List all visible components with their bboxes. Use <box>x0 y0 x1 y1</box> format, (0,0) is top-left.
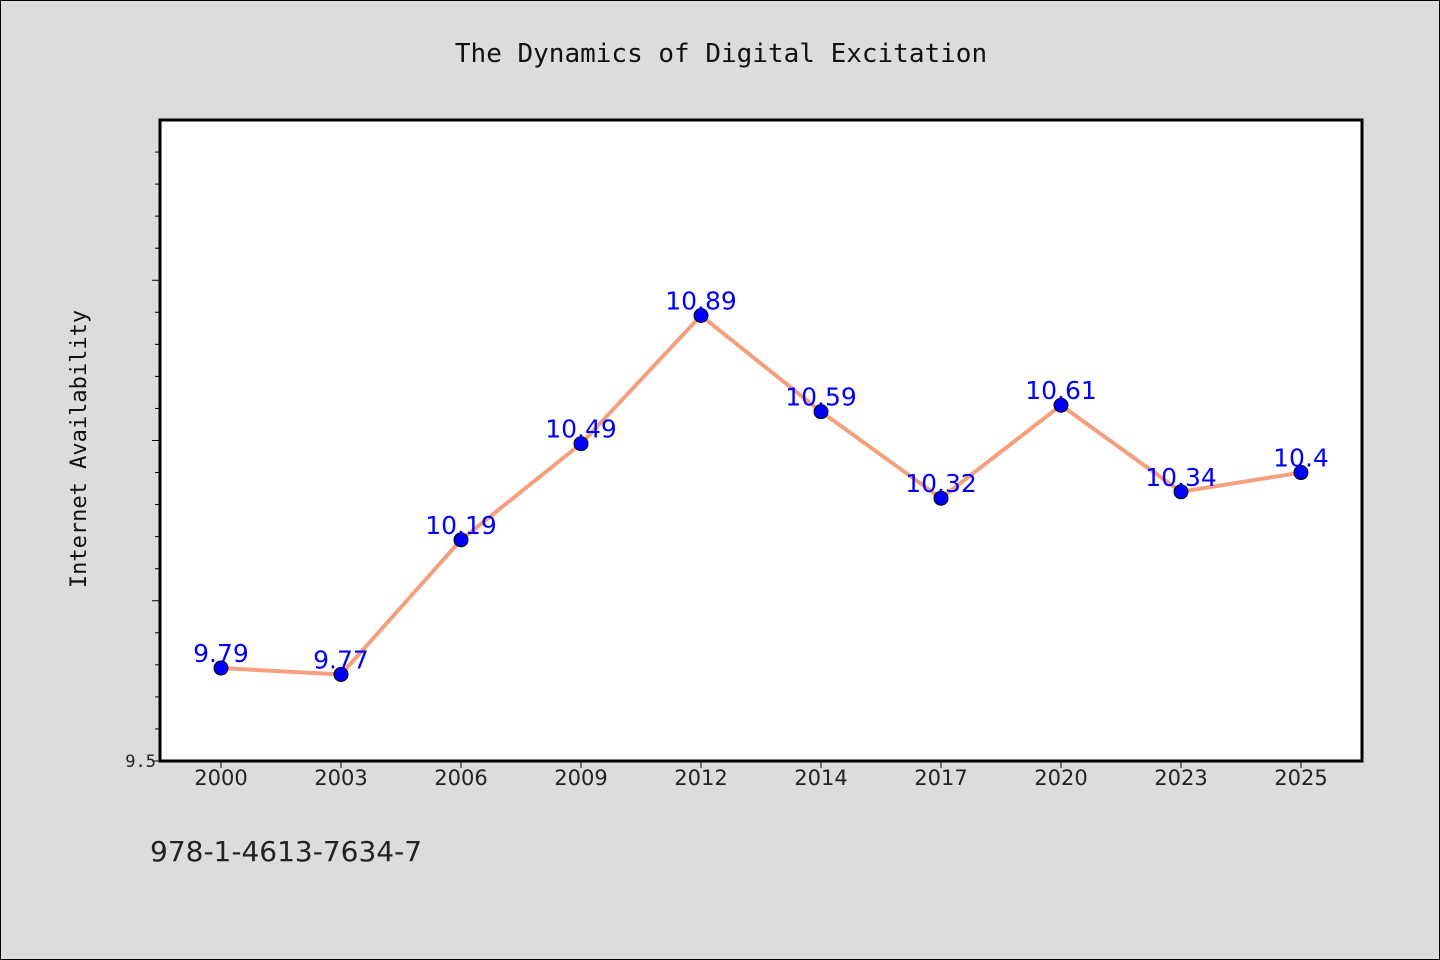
data-label: 10.34 <box>1145 463 1217 492</box>
x-tick-label: 2006 <box>434 766 487 790</box>
data-label: 10.49 <box>545 415 617 444</box>
data-point <box>213 660 229 676</box>
x-tick-label: 2014 <box>794 766 847 790</box>
x-axis-ticks: 2000 2003 2006 2009 2012 2014 2017 2020 2023 2025 <box>194 761 1328 790</box>
isbn-text: 978-1-4613-7634-7 <box>150 835 423 868</box>
data-point <box>573 436 589 452</box>
data-point <box>1053 397 1069 413</box>
data-point <box>453 532 469 548</box>
data-point <box>1173 484 1189 500</box>
data-point <box>813 404 829 420</box>
y-axis-ticks: 9.5 <box>125 151 160 772</box>
data-label: 10.19 <box>425 511 497 540</box>
data-label: 10.59 <box>785 383 857 412</box>
x-tick-label: 2017 <box>914 766 967 790</box>
series-group <box>213 308 1309 682</box>
data-point <box>933 490 949 506</box>
data-point <box>693 308 709 324</box>
data-label: 10.4 <box>1273 444 1329 473</box>
data-point <box>333 666 349 682</box>
x-tick-label: 2009 <box>554 766 607 790</box>
x-tick-label: 2003 <box>314 766 367 790</box>
data-label: 9.79 <box>193 639 249 668</box>
x-tick-label: 2025 <box>1274 766 1327 790</box>
data-label: 10.32 <box>905 469 977 498</box>
chart-title: The Dynamics of Digital Excitation <box>455 39 987 69</box>
x-tick-label: 2000 <box>194 766 247 790</box>
x-tick-label: 2012 <box>674 766 727 790</box>
data-labels: 9.79 9.77 10.19 10.49 10.89 10.59 10.32 10.61 10… <box>193 287 1329 675</box>
y-tick-label: 9.5 <box>125 752 156 772</box>
x-tick-label: 2023 <box>1154 766 1207 790</box>
x-tick-label: 2020 <box>1034 766 1087 790</box>
data-point <box>1293 465 1309 481</box>
data-label: 10.61 <box>1025 376 1097 405</box>
data-label: 10.89 <box>665 287 737 316</box>
data-label: 9.77 <box>313 645 369 674</box>
series-line <box>219 313 1303 677</box>
y-axis-label: Internet Availability <box>67 310 92 588</box>
